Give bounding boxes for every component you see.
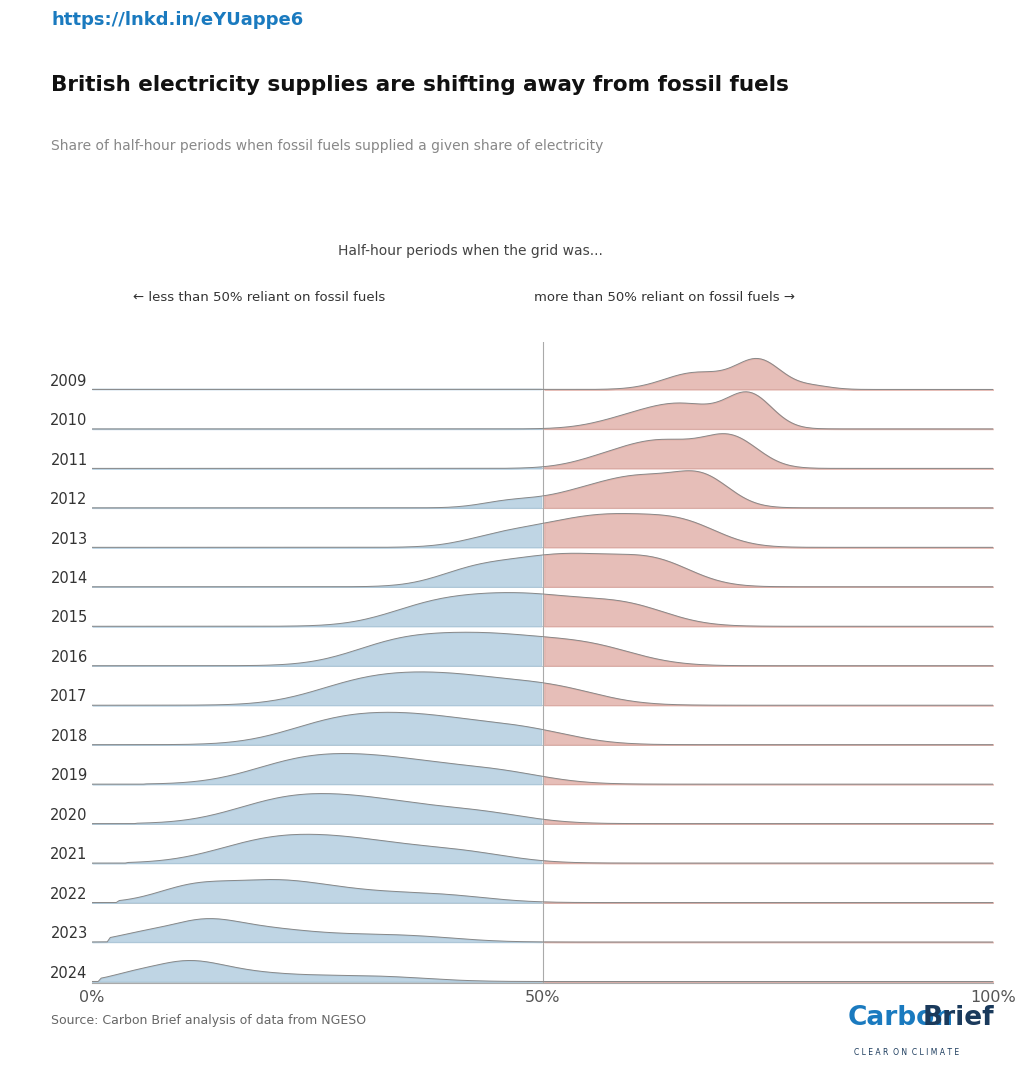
Text: C L E A R  O N  C L I M A T E: C L E A R O N C L I M A T E <box>854 1049 959 1057</box>
Text: ← less than 50% reliant on fossil fuels: ← less than 50% reliant on fossil fuels <box>133 291 385 304</box>
Text: 2014: 2014 <box>50 571 88 586</box>
Text: Source: Carbon Brief analysis of data from NGESO: Source: Carbon Brief analysis of data fr… <box>51 1014 367 1027</box>
Text: 2024: 2024 <box>50 965 88 980</box>
Text: 2015: 2015 <box>50 610 88 625</box>
Text: 2013: 2013 <box>50 531 88 546</box>
Text: Share of half-hour periods when fossil fuels supplied a given share of electrici: Share of half-hour periods when fossil f… <box>51 139 603 153</box>
Text: 2022: 2022 <box>50 887 88 902</box>
Text: 2023: 2023 <box>50 926 88 941</box>
Text: 2020: 2020 <box>50 808 88 823</box>
Text: Brief: Brief <box>923 1005 994 1032</box>
Text: Carbon: Carbon <box>847 1005 953 1032</box>
Text: 2011: 2011 <box>50 452 88 467</box>
Text: 2010: 2010 <box>50 413 88 428</box>
Text: more than 50% reliant on fossil fuels →: more than 50% reliant on fossil fuels → <box>534 291 795 304</box>
Text: 2009: 2009 <box>50 374 88 389</box>
Text: Half-hour periods when the grid was...: Half-hour periods when the grid was... <box>338 244 603 258</box>
Text: 2016: 2016 <box>50 650 88 665</box>
Text: 2021: 2021 <box>50 848 88 863</box>
Text: https://lnkd.in/eYUappe6: https://lnkd.in/eYUappe6 <box>51 11 303 29</box>
Text: 2012: 2012 <box>50 492 88 507</box>
Text: British electricity supplies are shifting away from fossil fuels: British electricity supplies are shiftin… <box>51 75 790 95</box>
Text: 2017: 2017 <box>50 690 88 704</box>
Text: 2018: 2018 <box>50 729 88 744</box>
Text: 2019: 2019 <box>50 769 88 784</box>
